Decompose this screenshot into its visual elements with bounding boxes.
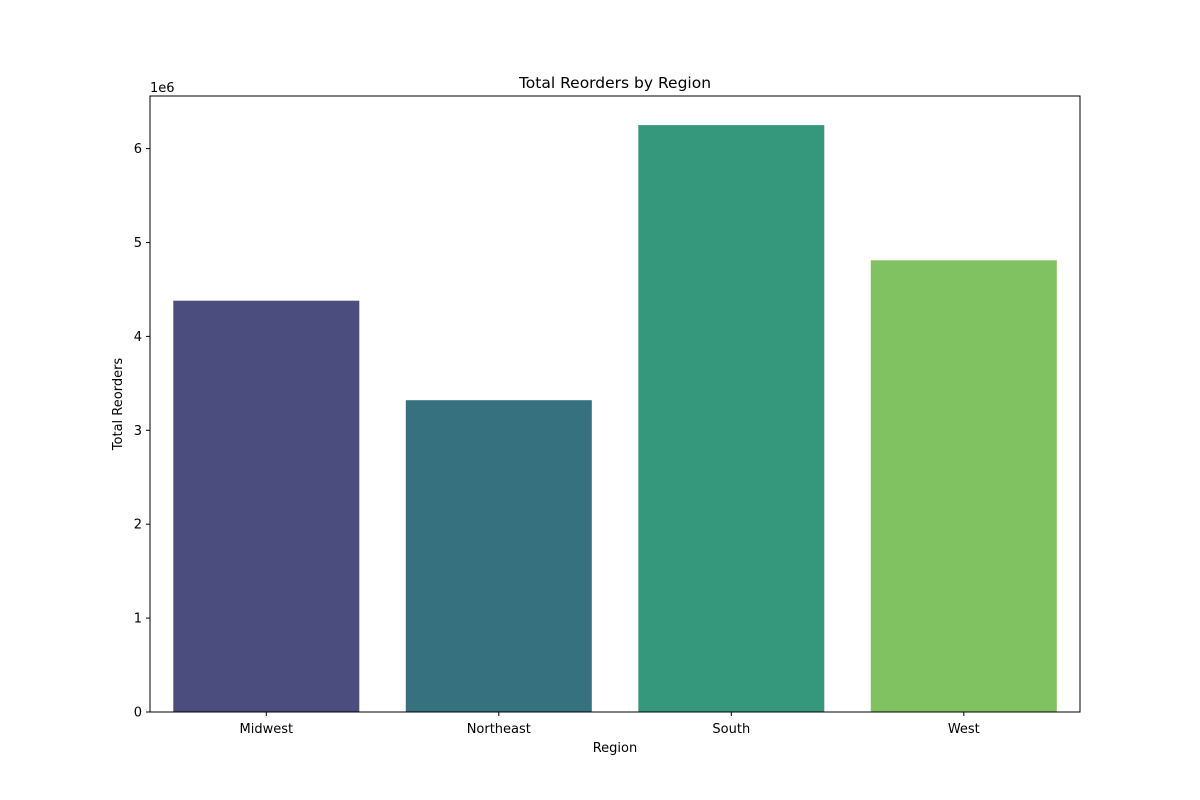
y-axis-label: Total Reorders [111, 358, 126, 452]
x-tick-label: Midwest [240, 722, 294, 737]
bar-midwest [173, 300, 360, 712]
y-tick-label: 1 [134, 612, 142, 627]
bars-layer [173, 125, 1057, 713]
bar-northeast [405, 400, 592, 712]
y-tick-label: 3 [134, 424, 142, 439]
chart-title: Total Reorders by Region [518, 74, 711, 92]
y-tick-label: 5 [134, 236, 142, 251]
y-tick-label: 6 [134, 142, 142, 157]
y-axis-ticks: 0 1 2 3 4 5 6 [134, 142, 150, 721]
bar-south [638, 125, 825, 713]
x-tick-label: Northeast [467, 722, 531, 737]
plot-frame [149, 95, 1081, 713]
x-axis-label: Region [593, 741, 638, 756]
y-tick-label: 2 [134, 518, 142, 533]
y-tick-label: 0 [134, 706, 142, 721]
x-tick-label: West [948, 722, 980, 737]
bar-west [870, 260, 1057, 712]
y-tick-label: 4 [134, 330, 142, 345]
x-tick-label: South [712, 722, 750, 737]
x-axis-ticks: Midwest Northeast South West [240, 712, 980, 737]
y-axis-offset-label: 1e6 [150, 81, 175, 96]
